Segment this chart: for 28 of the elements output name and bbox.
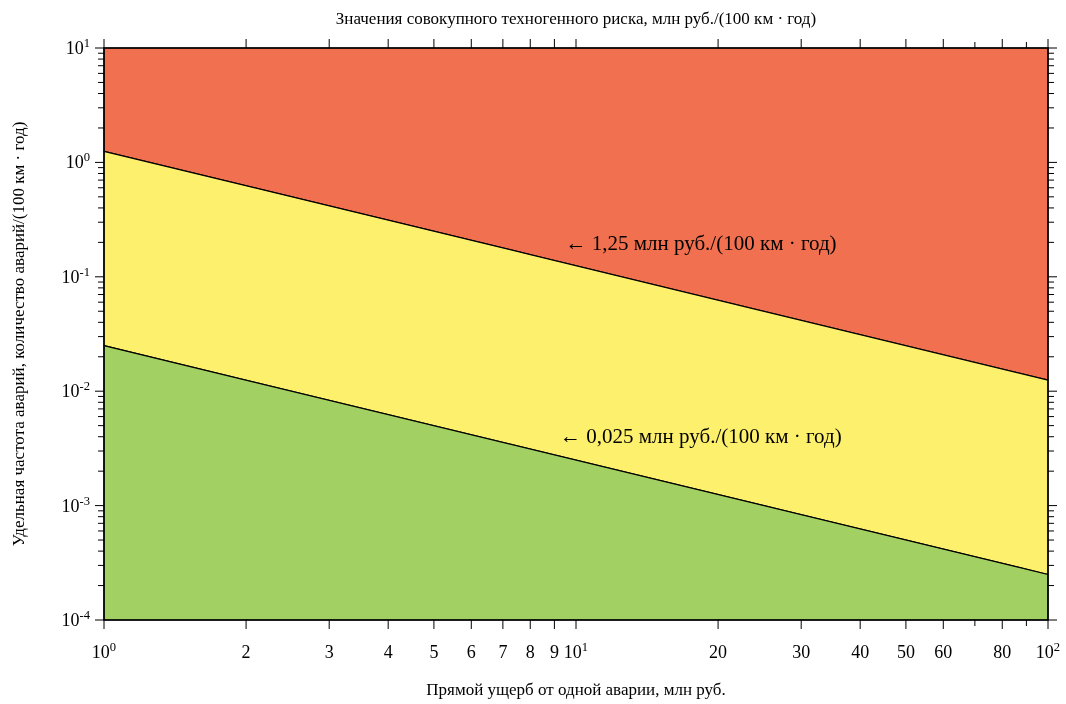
x-tick-label: 5 xyxy=(429,642,439,662)
x-tick-label: 8 xyxy=(525,642,535,662)
y-tick-label: 10$^{-2}$ xyxy=(61,379,90,402)
x-tick-label: 10$^{0}$ xyxy=(91,640,117,662)
x-tick-label: 3 xyxy=(324,642,334,662)
x-tick-label: 20 xyxy=(709,642,728,662)
x-tick-label: 6 xyxy=(466,642,476,662)
x-tick-label: 7 xyxy=(498,642,508,662)
x-tick-label: 10$^{1}$ xyxy=(563,640,589,662)
y-tick-label: 10$^{-4}$ xyxy=(61,608,91,630)
x-tick-label: 9 xyxy=(549,642,559,662)
x-tick-label: 4 xyxy=(383,642,393,662)
annotation: ← 0,025 млн руб./(100 км · год) xyxy=(560,424,842,449)
x-tick-label: 50 xyxy=(896,642,915,662)
x-tick-label: 60 xyxy=(934,642,953,662)
y-tick-label: 10$^{-1}$ xyxy=(61,264,90,287)
y-tick-label: 10$^{1}$ xyxy=(65,36,90,58)
y-tick-label: 10$^{0}$ xyxy=(65,150,90,173)
x-tick-label: 30 xyxy=(792,642,811,662)
x-tick-label: 80 xyxy=(993,642,1012,662)
y-axis-title: Удельная частота аварий, количество аварий/(100 км · год) xyxy=(9,121,28,547)
annotation: ← 1,25 млн руб./(100 км · год) xyxy=(565,231,837,256)
chart-title: Значения совокупного техногенного риска, млн руб./(100 км · год) xyxy=(335,9,817,28)
y-tick-label: 10$^{-3}$ xyxy=(61,493,90,516)
x-axis-title: Прямой ущерб от одной аварии, млн руб. xyxy=(426,680,726,699)
x-tick-label: 40 xyxy=(851,642,870,662)
x-tick-label: 10$^{2}$ xyxy=(1035,640,1061,662)
x-tick-label: 2 xyxy=(241,642,251,662)
